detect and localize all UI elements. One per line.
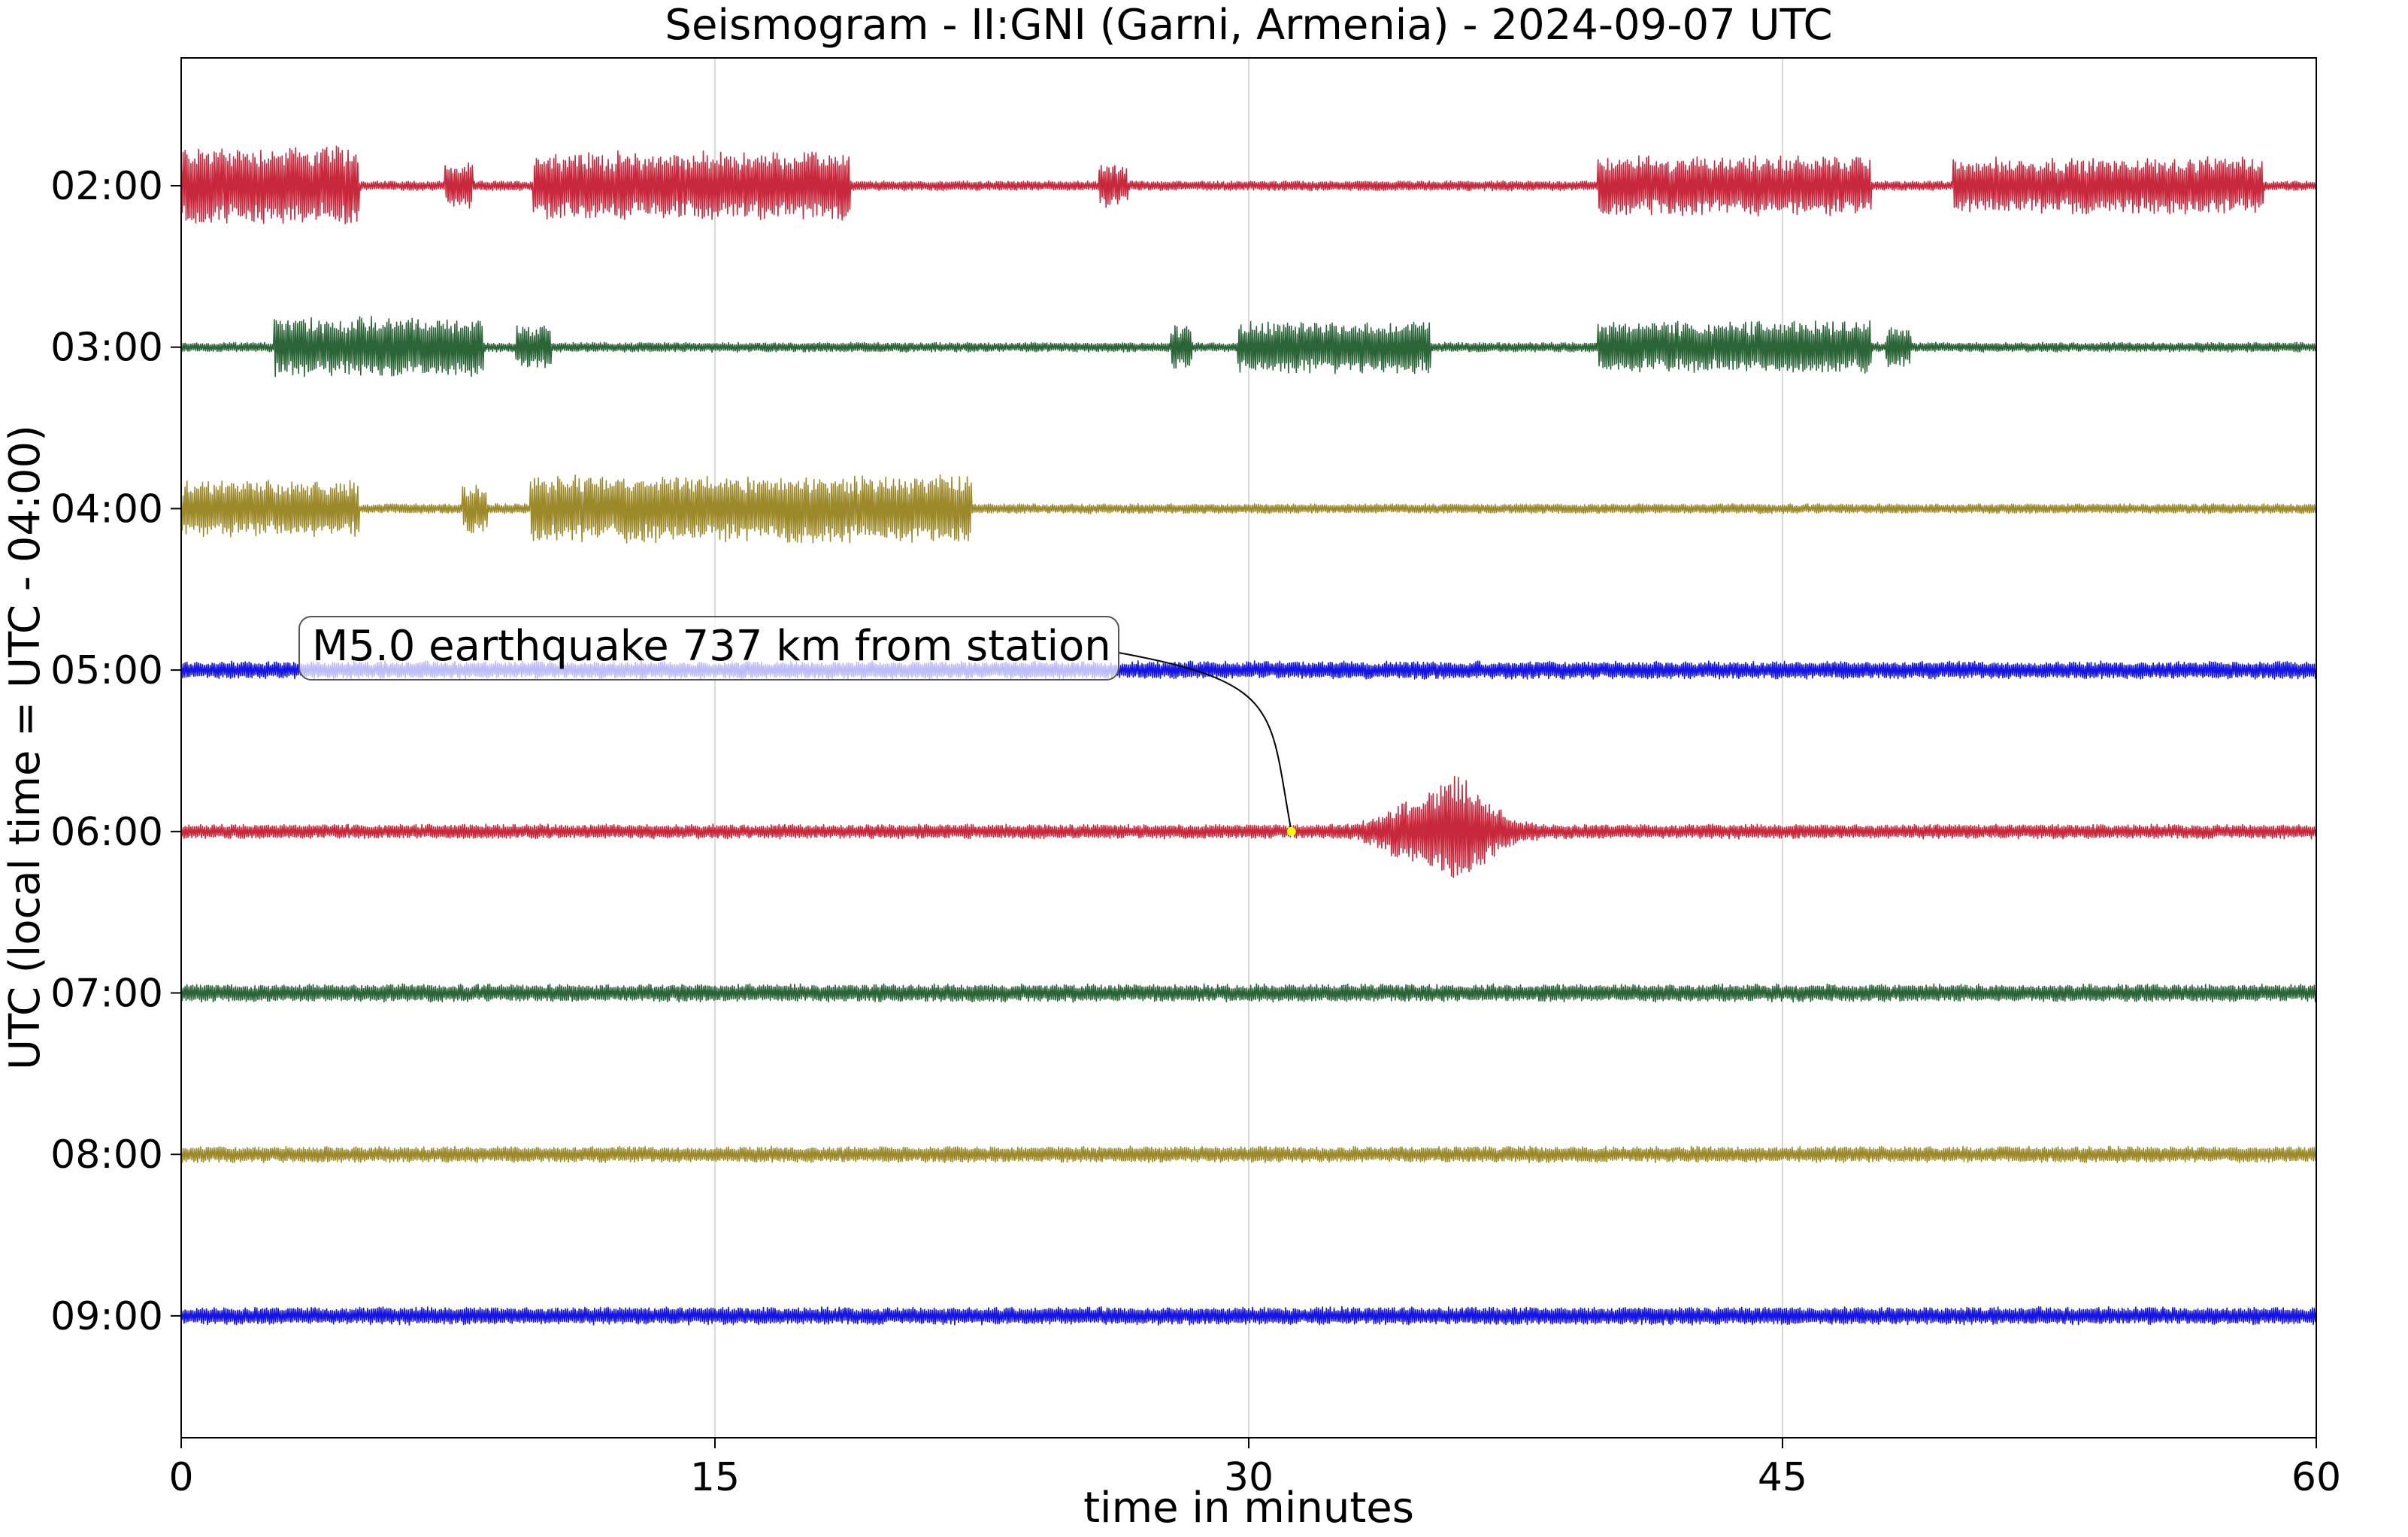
grid-lines [714, 58, 1783, 1438]
event-marker [1286, 826, 1296, 836]
x-axis-ticks: 0 15 30 45 60 [168, 1438, 2341, 1500]
y-tick-label-0200: 02:00 [50, 164, 163, 209]
x-tick-label: 60 [2291, 1455, 2341, 1500]
annotation-box [298, 616, 1119, 681]
y-tick-label-0300: 03:00 [50, 326, 163, 371]
annotation-connector [1118, 652, 1292, 832]
trace-0700 [180, 983, 2317, 1003]
x-tick-label: 0 [168, 1455, 193, 1500]
y-tick-label-0600: 06:00 [50, 810, 163, 855]
x-tick-label: 45 [1758, 1455, 1807, 1500]
trace-0400 [180, 474, 2317, 544]
trace-0900 [180, 1306, 2317, 1326]
y-tick-label-0900: 09:00 [50, 1294, 163, 1339]
x-tick-label: 15 [690, 1455, 740, 1500]
trace-0200 [180, 145, 2317, 225]
x-tick-label: 30 [1224, 1455, 1274, 1500]
y-tick-label-0500: 05:00 [50, 648, 163, 693]
y-tick-label-0400: 04:00 [50, 487, 163, 532]
trace-0300 [180, 315, 2317, 377]
y-tick-label-0800: 08:00 [50, 1132, 163, 1178]
y-axis-label: UTC (local time = UTC - 04:00) [1, 425, 50, 1070]
y-axis-ticks: 02:00 03:00 04:00 05:00 06:00 07:00 08:00 09:00 [50, 164, 181, 1339]
y-tick-label-0700: 07:00 [50, 972, 163, 1017]
chart-title: Seismogram - II:GNI (Garni, Armenia) - 2… [665, 1, 1832, 50]
x-axis-label: time in minutes [1083, 1484, 1414, 1532]
trace-0800 [180, 1145, 2317, 1163]
earthquake-annotation: M5.0 earthquake 737 km from station [298, 616, 1296, 836]
annotation-text: M5.0 earthquake 737 km from station [312, 622, 1111, 671]
trace-0600 [180, 775, 2317, 878]
